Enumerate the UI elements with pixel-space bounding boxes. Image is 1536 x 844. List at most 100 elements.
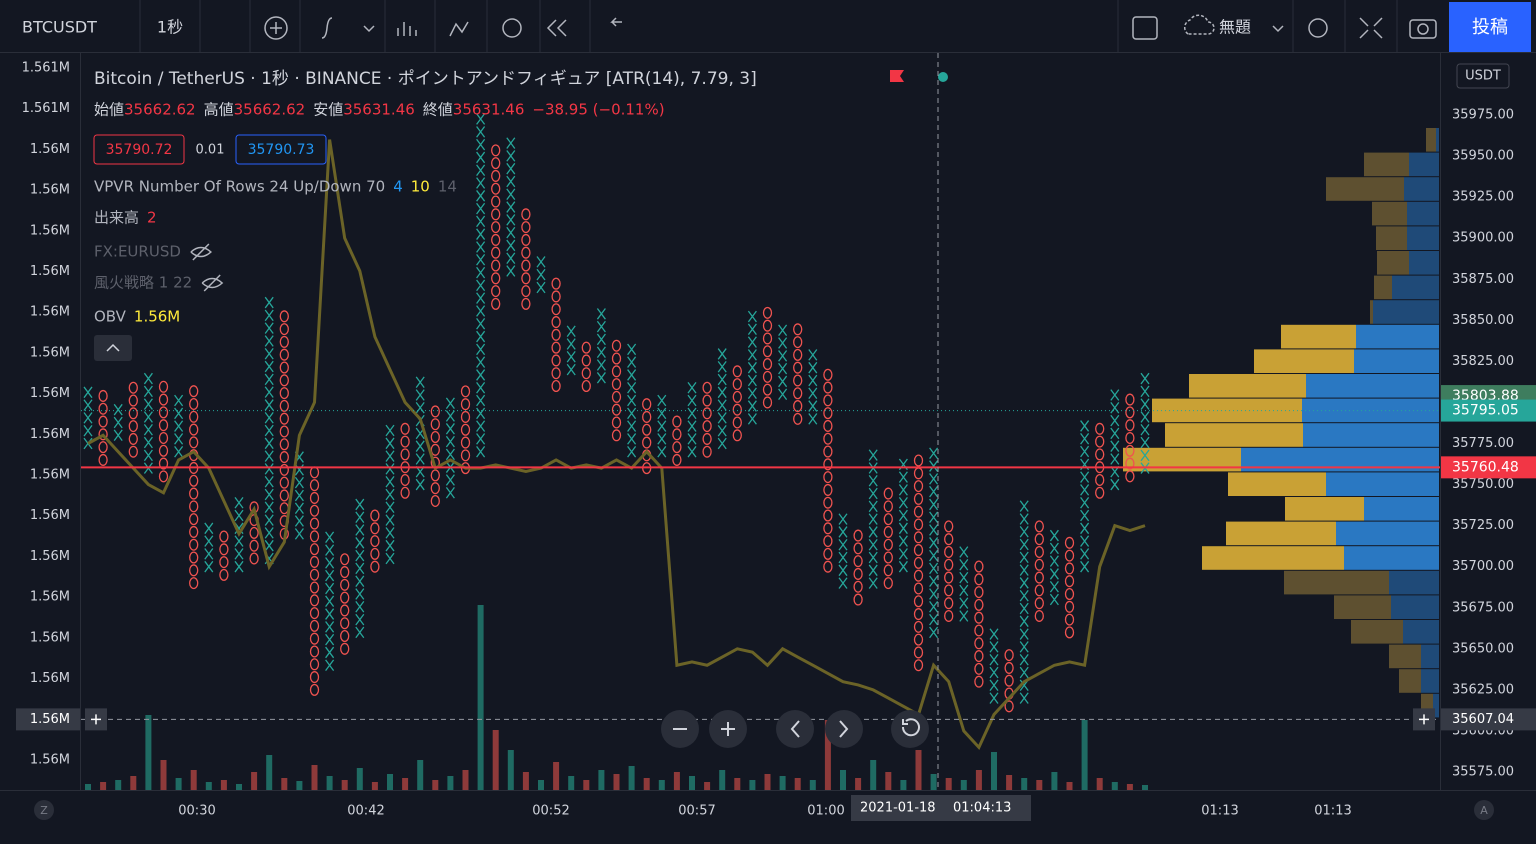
x-box: [536, 281, 546, 294]
o-box: [309, 479, 320, 492]
o-box: [913, 454, 924, 467]
currency-box: [1456, 63, 1510, 89]
x-column: [1049, 529, 1059, 606]
profile-up: [1354, 349, 1439, 373]
volume-bar: [387, 774, 393, 790]
volume-bar: [915, 750, 922, 790]
collapse-icon[interactable]: [106, 343, 120, 352]
profile-up: [1356, 324, 1439, 349]
layout-name[interactable]: 無題: [1219, 18, 1251, 37]
x-box: [1019, 628, 1029, 640]
volume-bar: [326, 776, 333, 790]
x-box: [717, 348, 727, 360]
x-box: [83, 412, 93, 424]
flag-icon[interactable]: [890, 70, 904, 82]
o-box: [702, 432, 712, 445]
symbol[interactable]: BTCUSDT: [22, 18, 97, 37]
o-box: [128, 420, 138, 433]
x-box: [989, 692, 999, 704]
profile-up: [1404, 177, 1439, 201]
nav-button[interactable]: [776, 710, 814, 748]
collapse-button[interactable]: [94, 335, 132, 361]
x-box: [174, 445, 184, 458]
o-box: [279, 323, 289, 336]
volume-bar: [462, 770, 469, 790]
x-box: [355, 537, 365, 549]
o-column: [98, 389, 108, 466]
toolbar-icons[interactable]: [264, 14, 1437, 40]
volume-bar: [145, 715, 152, 790]
x-box: [204, 548, 214, 560]
publish-button[interactable]: [1449, 2, 1531, 52]
o-box: [974, 560, 984, 573]
x-box: [808, 400, 818, 412]
o-box: [309, 517, 320, 530]
o-box: [279, 374, 289, 387]
x-box: [506, 175, 516, 188]
o-box: [732, 429, 742, 442]
o-column: [551, 277, 561, 393]
x-box: [627, 369, 637, 381]
volume-bar: [779, 776, 786, 790]
x-box: [174, 407, 184, 420]
x-box: [325, 659, 335, 671]
volume-bar: [432, 780, 439, 790]
left-axis-border: [80, 53, 81, 790]
o-box: [974, 662, 984, 675]
o-box: [551, 328, 561, 341]
ohlc-value: 35631.46: [343, 101, 415, 119]
o-box: [672, 428, 682, 441]
x-box: [687, 407, 697, 420]
profile-down: [1226, 521, 1336, 546]
interval[interactable]: 1秒: [157, 18, 183, 37]
volume-bar: [553, 762, 560, 790]
x-box: [868, 474, 878, 487]
o-box: [642, 436, 652, 449]
publish-label[interactable]: 投稿: [1472, 17, 1508, 38]
left-axis-label: 1.56M: [30, 427, 70, 442]
x-box: [143, 398, 153, 410]
x-box: [83, 386, 93, 399]
o-box: [98, 402, 108, 415]
o-box: [823, 547, 833, 560]
x-box: [1110, 402, 1120, 414]
o-box: [551, 303, 561, 316]
o-box: [521, 285, 531, 298]
o-box: [913, 505, 924, 518]
x-box: [385, 527, 395, 539]
sell-price[interactable]: 35790.72: [106, 142, 173, 158]
price-tick-label: 35850.00: [1452, 313, 1514, 328]
x-box: [264, 411, 274, 424]
x-box: [717, 360, 727, 373]
buy-box[interactable]: [235, 134, 327, 165]
o-box: [823, 394, 833, 407]
x-box: [445, 487, 455, 499]
price-tick-label: 35700.00: [1452, 559, 1514, 574]
nav-button[interactable]: [891, 710, 929, 748]
buy-price[interactable]: 35790.73: [248, 142, 315, 158]
x-box: [687, 381, 697, 394]
x-box: [476, 292, 486, 304]
o-box: [974, 598, 984, 611]
x-box: [264, 373, 274, 386]
profile-up: [1433, 693, 1439, 718]
x-box: [1019, 564, 1029, 576]
x-box: [385, 463, 395, 475]
nav-button[interactable]: [825, 710, 863, 748]
o-box: [823, 522, 833, 535]
o-box: [1125, 470, 1135, 483]
x-box: [778, 388, 788, 400]
x-box: [1140, 411, 1150, 423]
x-box: [476, 190, 486, 202]
volume-bar: [598, 770, 605, 790]
o-box: [883, 525, 893, 538]
profile-down: [1426, 128, 1436, 152]
x-box: [596, 372, 606, 384]
profile-up: [1436, 128, 1439, 152]
o-box: [581, 367, 591, 380]
o-box: [611, 416, 622, 429]
profile-down: [1152, 398, 1302, 423]
x-box: [445, 397, 455, 409]
sell-box[interactable]: [93, 134, 185, 165]
x-box: [838, 526, 848, 538]
